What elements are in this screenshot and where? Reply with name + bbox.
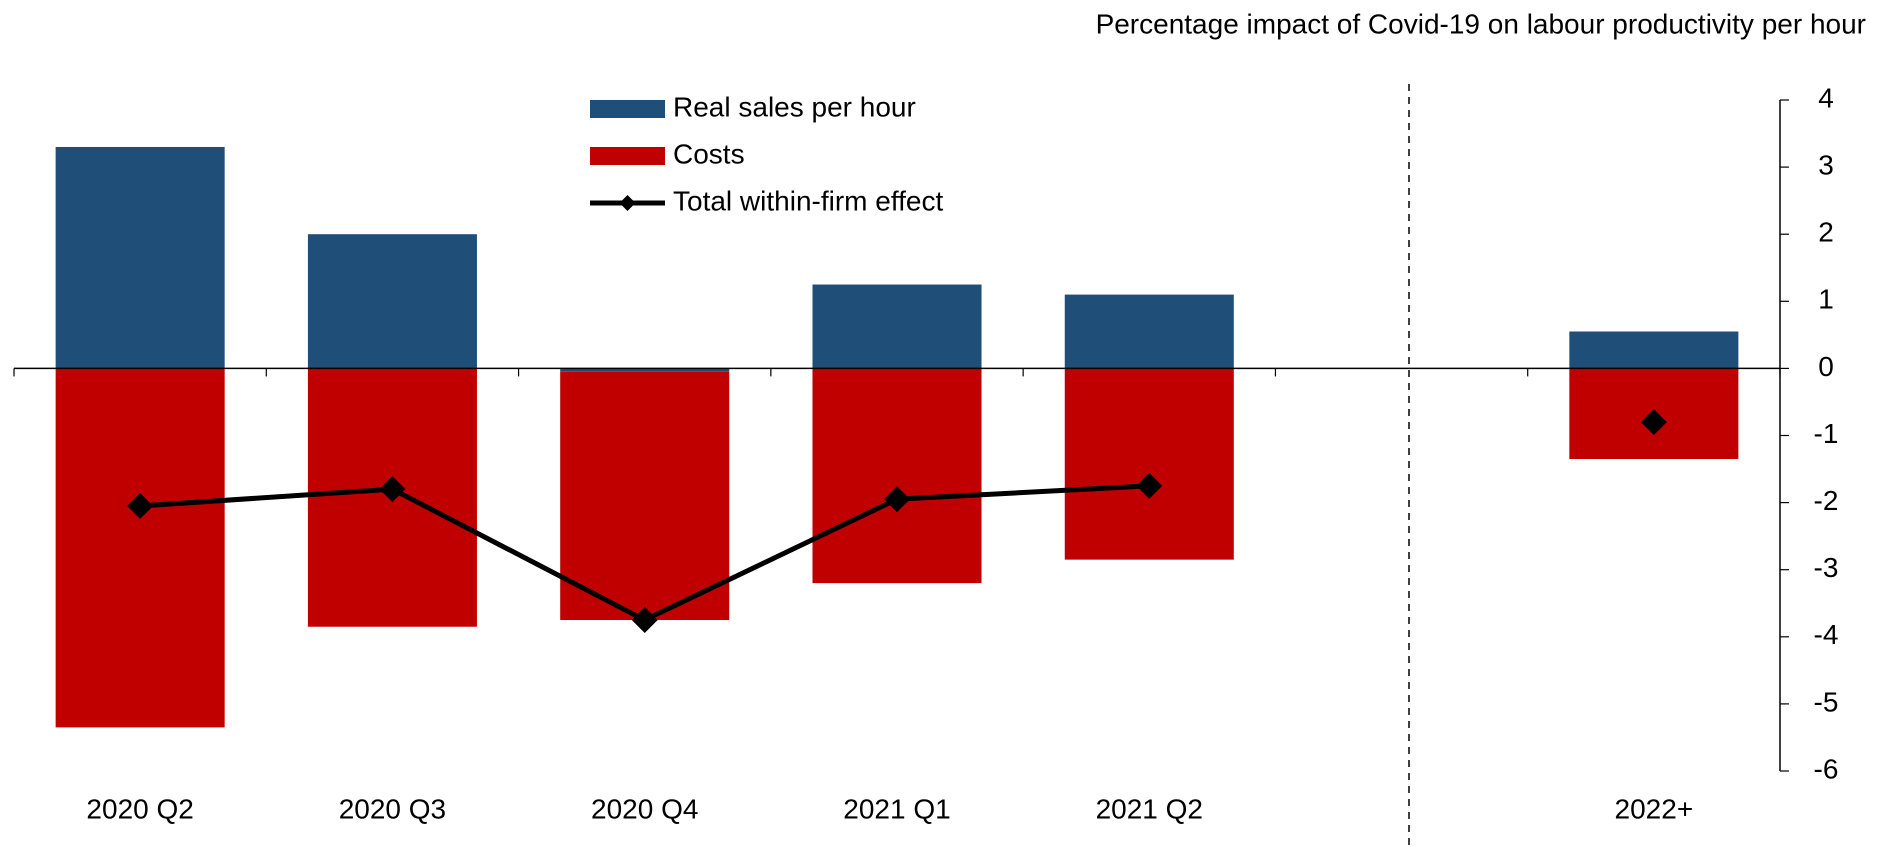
bar: [560, 368, 730, 372]
y-tick-label: -2: [1814, 485, 1839, 516]
line-marker: [127, 492, 154, 519]
bar: [1064, 368, 1234, 560]
bar: [1569, 331, 1739, 369]
x-tick-label: 2020 Q3: [339, 793, 446, 824]
x-tick-label: 2021 Q1: [843, 793, 950, 824]
y-tick-label: -1: [1814, 418, 1839, 449]
bar: [55, 146, 225, 369]
line-marker: [1640, 409, 1667, 436]
bar: [307, 234, 477, 369]
legend-label: Real sales per hour: [673, 91, 916, 122]
y-tick-label: 1: [1818, 284, 1834, 315]
bar: [55, 368, 225, 728]
bar: [812, 368, 982, 584]
y-tick-label: 4: [1818, 82, 1834, 113]
bar: [560, 371, 730, 621]
y-tick-label: -3: [1814, 552, 1839, 583]
legend-swatch-marker: [619, 195, 636, 211]
chart-title: Percentage impact of Covid-19 on labour …: [1096, 8, 1866, 39]
bar: [812, 284, 982, 369]
line-marker: [884, 486, 910, 513]
y-tick-label: 2: [1818, 217, 1834, 248]
y-tick-label: -6: [1814, 753, 1839, 784]
legend-swatch: [590, 147, 665, 165]
y-tick-label: 0: [1818, 351, 1834, 382]
x-tick-label: 2020 Q4: [591, 793, 698, 824]
x-tick-label: 2022+: [1615, 793, 1694, 824]
legend-label: Costs: [673, 138, 745, 169]
y-tick-label: 3: [1818, 149, 1834, 180]
x-tick-label: 2021 Q2: [1096, 793, 1203, 824]
line-marker: [631, 607, 658, 634]
bar: [1064, 294, 1234, 369]
legend-label: Total within-firm effect: [673, 185, 943, 216]
x-tick-label: 2020 Q2: [86, 793, 193, 824]
legend-swatch: [590, 100, 665, 118]
line-marker: [1136, 472, 1163, 499]
line-marker: [379, 476, 406, 503]
y-tick-label: -4: [1814, 619, 1839, 650]
y-tick-label: -5: [1814, 686, 1839, 717]
